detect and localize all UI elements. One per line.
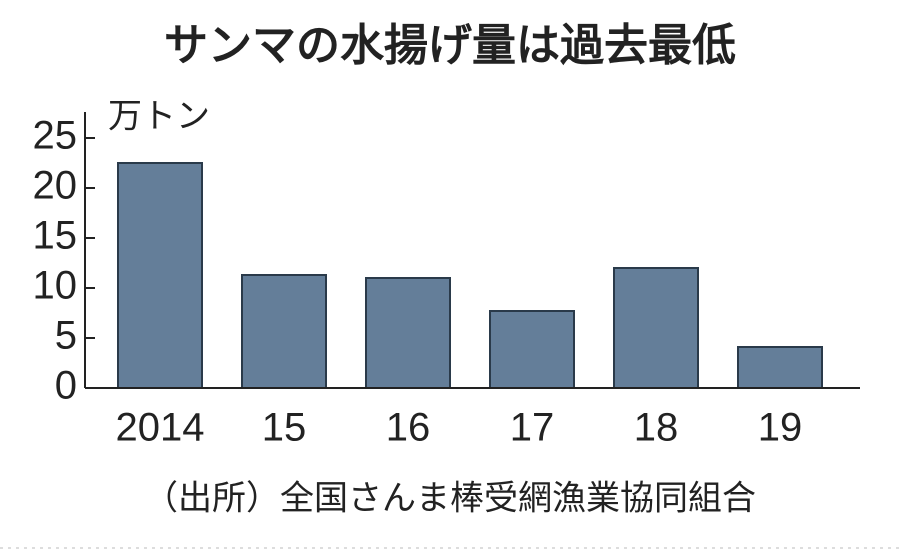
- bar: [613, 267, 699, 389]
- bar: [737, 346, 823, 389]
- x-tick-label: 17: [510, 406, 555, 450]
- x-tick-label: 18: [634, 406, 679, 450]
- bar: [489, 310, 575, 389]
- y-tick-label: 20: [33, 164, 78, 208]
- y-tick-label: 5: [55, 314, 77, 358]
- y-tick-label: 10: [33, 264, 78, 308]
- x-tick-label: 15: [262, 406, 307, 450]
- y-tick-label: 25: [33, 114, 78, 158]
- bar: [117, 162, 203, 389]
- y-tick-label: 15: [33, 214, 78, 258]
- x-tick-label: 19: [758, 406, 803, 450]
- bar: [241, 274, 327, 389]
- chart-title: サンマの水揚げ量は過去最低: [164, 20, 736, 71]
- x-tick-label: 2014: [116, 406, 205, 450]
- y-axis-unit: 万トン: [108, 97, 210, 137]
- x-tick-label: 16: [386, 406, 431, 450]
- y-tick-label: 0: [55, 364, 77, 408]
- bar: [365, 277, 451, 389]
- source-note: （出所）全国さんま棒受網漁業協同組合: [144, 479, 756, 519]
